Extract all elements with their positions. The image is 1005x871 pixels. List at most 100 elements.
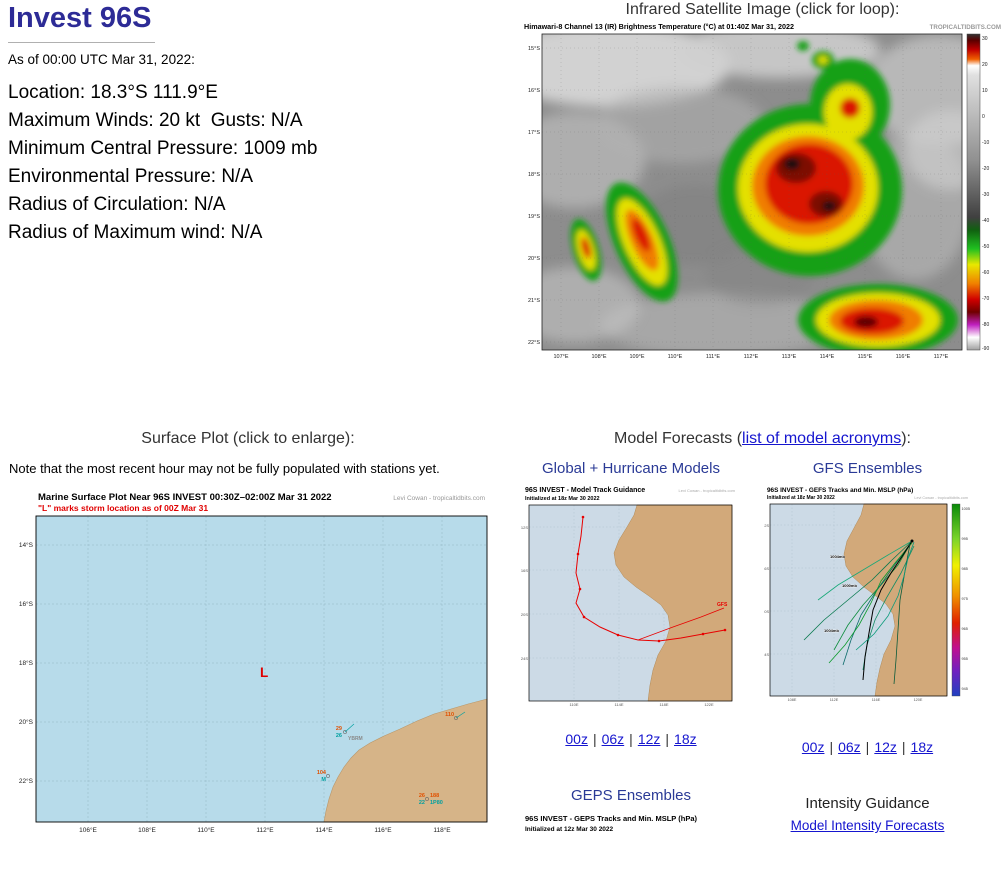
gefs-image[interactable]: 96S INVEST - GEFS Tracks and Min. MSLP (… xyxy=(764,484,971,711)
satellite-axis-labels: 15°S 16°S 17°S 18°S 19°S 20°S 21°S 22°S … xyxy=(528,46,949,360)
track-points xyxy=(576,515,727,643)
colorbar-label: 975 xyxy=(962,597,968,601)
colorbar-label: -40 xyxy=(982,218,989,224)
model-track-image[interactable]: 96S INVEST - Model Track Guidance Initia… xyxy=(521,484,739,719)
models-heading-prefix: Model Forecasts ( xyxy=(614,430,743,447)
geps-image[interactable]: 96S INVEST - GEPS Tracks and Min. MSLP (… xyxy=(521,811,739,871)
gefs-image-title: 96S INVEST - GEFS Tracks and Min. MSLP (… xyxy=(767,487,913,494)
intensity-link-row: Model Intensity Forecasts xyxy=(760,818,975,833)
time-link-06z[interactable]: 06z xyxy=(838,739,861,755)
colorbar-label: -80 xyxy=(982,322,989,328)
lon-label: 110°E xyxy=(668,354,683,360)
page-title: Invest 96S xyxy=(8,2,152,34)
colorbar-label: -70 xyxy=(982,296,989,302)
lat-label: 24S xyxy=(764,653,769,657)
stat-env-pressure: Environmental Pressure: N/A xyxy=(8,166,253,187)
lon-label: 116E xyxy=(872,698,881,702)
australia-landmass xyxy=(323,698,488,823)
lon-label: 120E xyxy=(914,698,923,702)
time-link-12z[interactable]: 12z xyxy=(637,731,661,747)
lon-label: 108°E xyxy=(591,354,606,360)
page-title-underline: Invest 96S xyxy=(8,2,156,43)
model-track-line xyxy=(575,516,726,642)
surface-axis-labels: 14°S 16°S 18°S 20°S 22°S 106°E 108°E 110… xyxy=(19,541,451,834)
colorbar-label: 965 xyxy=(962,627,968,631)
lon-label: 114°E xyxy=(820,354,835,360)
station-temp: 29 xyxy=(336,726,342,732)
track-map: GFS xyxy=(528,504,733,702)
surface-plot-image[interactable]: Marine Surface Plot Near 96S INVEST 00:3… xyxy=(8,487,488,837)
lat-label: 16°S xyxy=(19,600,34,608)
lon-label: 112°E xyxy=(744,354,759,360)
colorbar-label: 10 xyxy=(982,88,988,94)
models-section-heading: Model Forecasts (list of model acronyms)… xyxy=(520,430,1005,448)
lat-label: 12S xyxy=(521,525,528,530)
lat-label: 20S xyxy=(764,610,769,614)
stat-min-pressure: Minimum Central Pressure: 1009 mb xyxy=(8,138,318,159)
time-link-06z[interactable]: 06z xyxy=(601,731,625,747)
lat-label: 24S xyxy=(521,656,528,661)
australia-landmass xyxy=(613,504,733,702)
mslp-label: 1004mb xyxy=(824,628,839,633)
lon-label: 112°E xyxy=(256,826,274,834)
station-pressure: 188 xyxy=(430,793,439,799)
station-id: 1P80 xyxy=(430,800,443,806)
lat-label: 14°S xyxy=(19,541,34,549)
lon-label: 114E xyxy=(614,702,623,707)
geps-ensembles-title: GEPS Ensembles xyxy=(570,787,692,804)
storm-stats: Location: 18.3°S 111.9°E Maximum Winds: … xyxy=(8,82,317,244)
gefs-map: 1004mb 1000mb 1004mb xyxy=(769,503,948,697)
link-separator: | xyxy=(901,739,906,755)
station-missing: M xyxy=(321,777,326,783)
lat-label: 22°S xyxy=(19,777,34,785)
lat-label: 22°S xyxy=(528,340,540,346)
model-intensity-forecasts-link[interactable]: Model Intensity Forecasts xyxy=(790,818,945,833)
link-separator: | xyxy=(665,731,670,747)
lon-label: 111°E xyxy=(706,354,721,360)
lon-label: 108°E xyxy=(138,826,156,834)
lon-label: 106°E xyxy=(79,826,97,834)
station-id: YBRM xyxy=(348,736,363,742)
colorbar-label: -60 xyxy=(982,270,989,276)
australia-landmass xyxy=(843,503,948,697)
satellite-section-heading: Infrared Satellite Image (click for loop… xyxy=(625,1,900,18)
satellite-image[interactable]: Himawari-8 Channel 13 (IR) Brightness Te… xyxy=(520,20,1005,362)
time-link-00z[interactable]: 00z xyxy=(565,731,588,747)
surface-section-heading: Surface Plot (click to enlarge): xyxy=(141,430,355,447)
surface-plot-subtitle: "L" marks storm location as of 00Z Mar 3… xyxy=(38,503,208,513)
tropicaltidbits-watermark: TROPICALTIDBITS.COM xyxy=(930,24,1001,31)
station-pressure: 104 xyxy=(317,770,327,776)
colorbar-label: 0 xyxy=(982,114,985,120)
station-temp: 26 xyxy=(419,793,425,799)
convection-enhancement xyxy=(570,41,958,350)
time-link-18z[interactable]: 18z xyxy=(674,731,697,747)
lon-label: 110°E xyxy=(197,826,215,834)
column-title-gfs-ensembles: GFS Ensembles xyxy=(812,460,923,477)
colorbar-label: 955 xyxy=(962,657,968,661)
station-dewpoint: 26 xyxy=(336,733,342,739)
colorbar-label: 945 xyxy=(962,687,968,691)
lat-label: 18°S xyxy=(19,659,34,667)
stat-location: Location: 18.3°S 111.9°E xyxy=(8,82,218,103)
lat-label: 12S xyxy=(764,524,769,528)
model-track-branch xyxy=(637,607,725,641)
link-separator: | xyxy=(829,739,834,755)
lon-label: 115°E xyxy=(858,354,873,360)
model-acronyms-link[interactable]: list of model acronyms xyxy=(742,430,902,447)
colorbar-label: 30 xyxy=(982,36,988,42)
satellite-gridlines xyxy=(542,34,962,350)
lat-label: 20S xyxy=(521,612,528,617)
colorbar-label: 1005 xyxy=(962,507,970,511)
colorbar-label: -90 xyxy=(982,346,989,352)
lon-label: 112E xyxy=(830,698,839,702)
models-heading-suffix: ): xyxy=(901,430,911,447)
time-link-00z[interactable]: 00z xyxy=(801,739,825,755)
time-link-12z[interactable]: 12z xyxy=(874,739,897,755)
gefs-axis-labels: 12S 16S 20S 24S 108E 112E 116E 120E xyxy=(764,524,923,702)
surface-map: L 29 26 YBRM 110 104 M 26 188 22 1P80 xyxy=(35,515,488,823)
stat-max-winds: Maximum Winds: 20 kt Gusts: N/A xyxy=(8,110,303,131)
station-pressure: 110 xyxy=(445,712,454,718)
time-link-18z[interactable]: 18z xyxy=(910,739,934,755)
mslp-label: 1000mb xyxy=(842,583,857,588)
lon-label: 122E xyxy=(704,702,714,707)
